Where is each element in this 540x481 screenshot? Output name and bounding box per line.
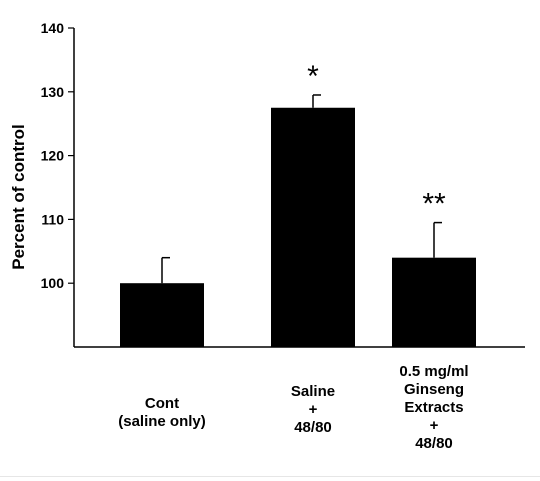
y-tick-label: 130 [41, 84, 65, 100]
bar [120, 283, 204, 347]
category-label: 0.5 mg/ml Ginseng Extracts + 48/80 [399, 363, 469, 452]
y-ticks-group: 100 110 120 130 140 [41, 20, 74, 291]
y-tick-label: 140 [41, 20, 65, 36]
y-tick-label: 100 [41, 275, 65, 291]
y-axis-label: Percent of control [9, 124, 28, 269]
category-label: Saline + 48/80 [290, 383, 336, 436]
axes-group [73, 28, 525, 348]
y-tick-label: 120 [41, 148, 65, 164]
annotations-group: *** [307, 60, 446, 221]
bars-group [120, 107, 476, 347]
bar [392, 257, 476, 347]
category-label: Cont (saline only) [118, 395, 206, 430]
y-tick-label: 110 [41, 211, 64, 227]
significance-marker: * [307, 60, 319, 93]
significance-marker: ** [422, 188, 446, 221]
bottom-divider [0, 476, 540, 477]
bar [271, 107, 355, 347]
error-bars-group [161, 94, 442, 284]
